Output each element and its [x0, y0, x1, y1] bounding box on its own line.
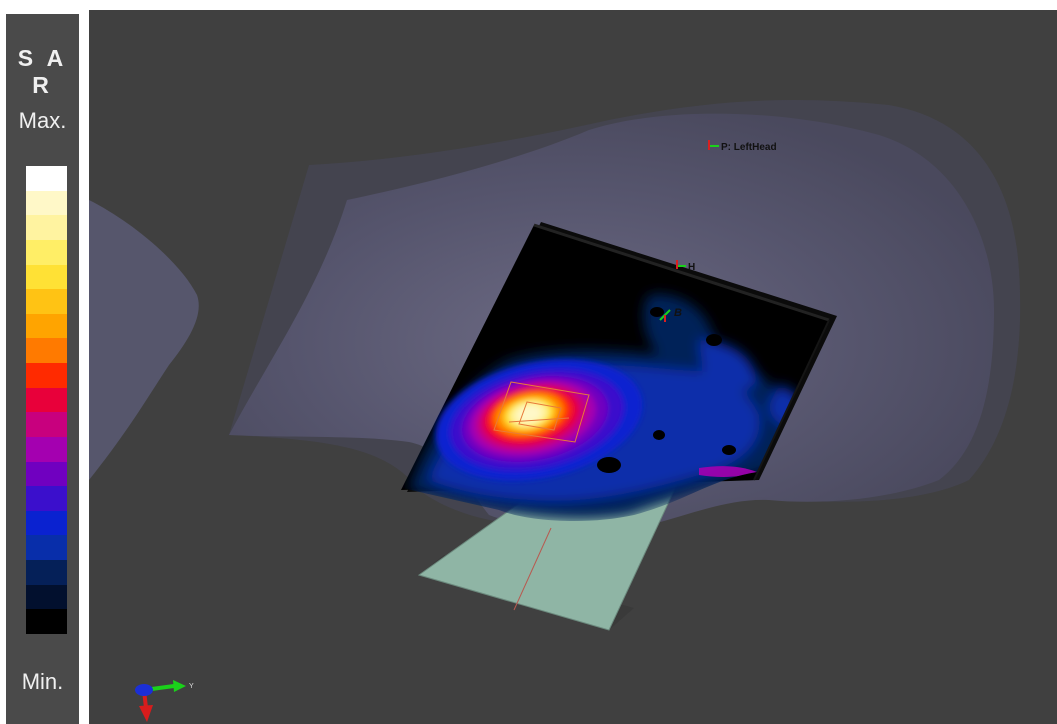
legend-swatch	[26, 387, 67, 413]
legend-colorbar	[26, 166, 67, 634]
legend-swatch	[26, 560, 67, 585]
marker-b: B	[659, 307, 682, 322]
legend-swatch	[26, 215, 67, 240]
axis-triad-icon[interactable]: Y	[135, 680, 194, 722]
legend-swatch	[26, 535, 67, 560]
legend-swatch	[26, 166, 67, 191]
sar-map-sheet	[401, 222, 837, 519]
marker-b-label: B	[674, 307, 682, 319]
legend-swatch	[26, 461, 67, 487]
legend-swatch	[26, 584, 67, 610]
sar-color-legend: S A R Max. Min.	[6, 14, 79, 724]
3d-viewport[interactable]: P: LeftHead H B Y	[89, 10, 1057, 724]
legend-swatch	[26, 190, 67, 216]
legend-swatch	[26, 313, 67, 339]
legend-swatch	[26, 436, 67, 462]
marker-h-label: H	[688, 262, 695, 273]
axis-y-label: Y	[189, 683, 194, 690]
legend-swatch	[26, 289, 67, 314]
legend-swatch	[26, 486, 67, 511]
device-plate	[417, 479, 680, 631]
legend-swatch	[26, 338, 67, 363]
legend-swatch	[26, 363, 67, 388]
legend-min-label: Min.	[21, 669, 64, 694]
3d-scene[interactable]: P: LeftHead H B Y	[89, 10, 1057, 724]
legend-max-label: Max.	[18, 108, 67, 133]
legend-swatch	[26, 239, 67, 265]
legend-swatch	[26, 264, 67, 290]
legend-swatch	[26, 412, 67, 437]
legend-title: S A R	[17, 45, 68, 98]
marker-lefthead-label: P: LeftHead	[721, 142, 777, 153]
marker-lefthead: P: LeftHead	[708, 140, 777, 153]
legend-swatch	[26, 609, 67, 634]
legend-swatch	[26, 510, 67, 536]
head-left-lobe	[89, 200, 199, 480]
zoom-scan-box	[493, 381, 590, 443]
marker-h: H	[676, 260, 695, 273]
panel-divider	[79, 0, 89, 724]
